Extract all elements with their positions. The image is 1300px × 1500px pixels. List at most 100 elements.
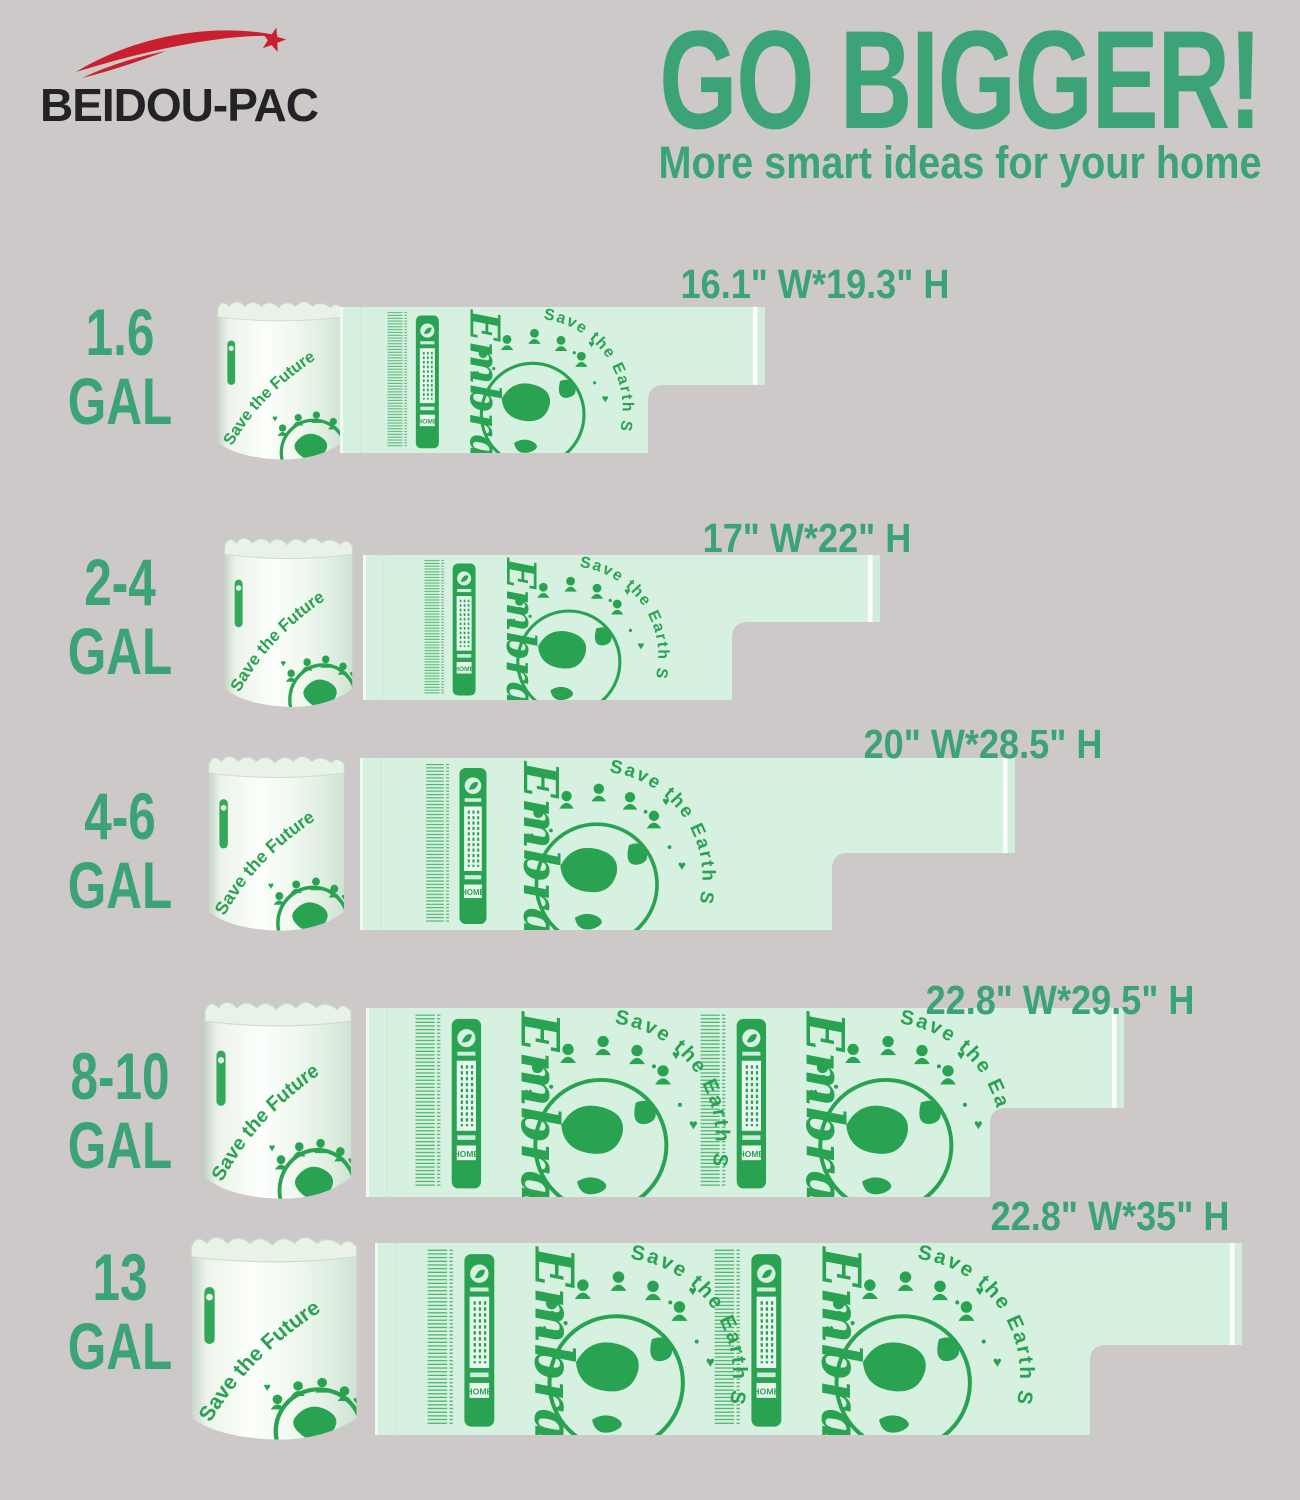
flat-bag-image: HOME Embrace ♥♥♥ Save the Earth S	[340, 307, 765, 453]
heart-icon: ♥	[825, 1322, 834, 1339]
size-label: 1.6 GAL	[57, 298, 183, 435]
size-label: 8-10 GAL	[57, 1042, 183, 1179]
leaf-icon	[423, 327, 432, 334]
bag-edge-fold-line	[1230, 1243, 1235, 1345]
flat-bag-image: HOME Embrace ♥♥♥ Save the Earth S HOME E…	[375, 1243, 1242, 1435]
roll-earth-graphic: ♥ ♥	[281, 655, 355, 707]
leaf-icon	[761, 1269, 773, 1278]
fine-print-text	[714, 1249, 740, 1425]
flat-bag-image: HOME Embrace ♥♥♥ Save the Earth S HOME E…	[366, 1008, 1124, 1197]
svg-text:♥: ♥	[353, 1394, 360, 1408]
bag-dimensions: 17" W*22" H	[702, 515, 912, 561]
size-value: 1.6	[85, 295, 155, 369]
fine-print-text	[415, 1014, 441, 1187]
bag-silhouette	[340, 307, 765, 453]
bag-roll-image: Save the Future ♥ ♥	[217, 301, 343, 460]
size-unit: GAL	[67, 1107, 173, 1182]
bag-roll-image: Save the Future ♥ ♥	[208, 756, 347, 931]
leaf-icon	[461, 1034, 473, 1043]
bag-silhouette	[375, 1243, 1242, 1435]
svg-text:♥: ♥	[281, 658, 287, 669]
roll-crinkle-top	[217, 301, 343, 322]
size-value: 13	[92, 1240, 148, 1314]
fine-print-text	[426, 763, 450, 922]
compostable-badge: HOME	[736, 1018, 767, 1189]
bag-edge-fold-line	[1112, 1008, 1117, 1108]
size-unit: GAL	[67, 613, 173, 688]
bag-dimensions: 16.1" W*19.3" H	[680, 261, 950, 307]
roll-crinkle-top	[204, 1001, 352, 1027]
bag-silhouette	[363, 555, 880, 700]
bag-dimensions: 22.8" W*29.5" H	[925, 977, 1195, 1023]
bag-roll-image: Save the Future ♥ ♥	[224, 537, 355, 707]
earth-graphic: ♥ ♥ ♥	[809, 1035, 983, 1197]
subheadline: More smart ideas for your home	[658, 137, 1262, 188]
size-value: 4-6	[84, 779, 156, 853]
svg-text:♥: ♥	[350, 669, 355, 680]
svg-text:♥: ♥	[341, 892, 347, 903]
size-value: 8-10	[70, 1039, 170, 1113]
bag-dimensions: 20" W*28.5" H	[863, 721, 1103, 767]
bag-dimensions: 22.8" W*35" H	[990, 1193, 1230, 1239]
roll-leaf-badge	[216, 1050, 226, 1106]
leaf-icon	[460, 575, 469, 582]
size-value: 2-4	[84, 545, 156, 619]
fine-print-text	[427, 1249, 453, 1425]
bag-roll-image: Save the Future ♥ ♥	[190, 1236, 360, 1440]
badge-home-text: HOME	[454, 666, 474, 673]
heart-icon: ♥	[624, 586, 630, 598]
heart-icon: ♥	[473, 368, 480, 380]
size-label: 13 GAL	[57, 1243, 183, 1380]
roll-leaf-badge	[204, 1287, 215, 1345]
earth-graphic: ♥ ♥ ♥	[473, 328, 609, 453]
compostable-badge: HOME	[451, 1018, 482, 1189]
badge-home-text: HOME	[417, 419, 437, 426]
heart-icon: ♥	[809, 1086, 818, 1102]
flat-bag-image: HOME Embrace ♥♥♥ Save the Earth S	[363, 555, 880, 700]
roll-earth-graphic: ♥ ♥	[268, 877, 347, 931]
logo-swoosh-star-icon	[76, 27, 286, 78]
svg-text:♥: ♥	[269, 1142, 275, 1154]
fine-print-text	[387, 312, 408, 447]
heart-icon: ♥	[524, 1086, 533, 1102]
heart-icon: ♥	[672, 1048, 680, 1063]
fine-print-text	[700, 1014, 726, 1187]
roll-crinkle-top	[190, 1236, 358, 1263]
svg-text:♥: ♥	[264, 1380, 271, 1394]
svg-text:♥: ♥	[272, 414, 277, 424]
heart-icon: ♥	[509, 616, 516, 628]
svg-text:♥: ♥	[348, 1155, 354, 1167]
heart-icon: ♥	[976, 1284, 984, 1299]
badge-home-text: HOME	[466, 1386, 492, 1396]
svg-text:♥: ♥	[268, 881, 274, 892]
bag-silhouette	[360, 758, 1015, 930]
bag-edge-fold-line	[753, 307, 758, 385]
compostable-badge: HOME	[459, 768, 487, 925]
roll-leaf-badge	[219, 799, 228, 849]
earth-graphic: ♥ ♥ ♥	[538, 1271, 715, 1435]
heart-icon: ♥	[526, 829, 534, 844]
roll-earth-graphic: ♥ ♥	[269, 1138, 354, 1199]
brand-name: BEIDOU-PAC	[40, 79, 319, 131]
earth-graphic: ♥ ♥ ♥	[509, 576, 644, 700]
heart-icon: ♥	[689, 1118, 698, 1134]
bag-edge-fold-line	[1003, 758, 1008, 853]
heart-icon: ♥	[678, 858, 686, 873]
compostable-badge: HOME	[415, 315, 439, 449]
roll-crinkle-top	[224, 537, 353, 560]
roll-leaf-badge	[227, 340, 236, 385]
size-unit: GAL	[67, 1308, 173, 1383]
heart-icon: ♥	[689, 1284, 697, 1299]
badge-home-text: HOME	[739, 1149, 765, 1159]
headline: GO BIGGER!	[659, 1, 1262, 158]
heart-icon: ♥	[588, 338, 594, 350]
flat-bag-image: HOME Embrace ♥♥♥ Save the Earth S	[360, 758, 1015, 930]
roll-leaf-badge	[234, 579, 243, 628]
heart-icon: ♥	[538, 1322, 547, 1339]
roll-earth-graphic: ♥ ♥	[264, 1377, 360, 1440]
bag-roll-image: Save the Future ♥ ♥	[204, 1001, 354, 1199]
heart-icon: ♥	[602, 393, 609, 405]
heart-icon: ♥	[706, 1354, 715, 1371]
size-unit: GAL	[67, 363, 173, 438]
